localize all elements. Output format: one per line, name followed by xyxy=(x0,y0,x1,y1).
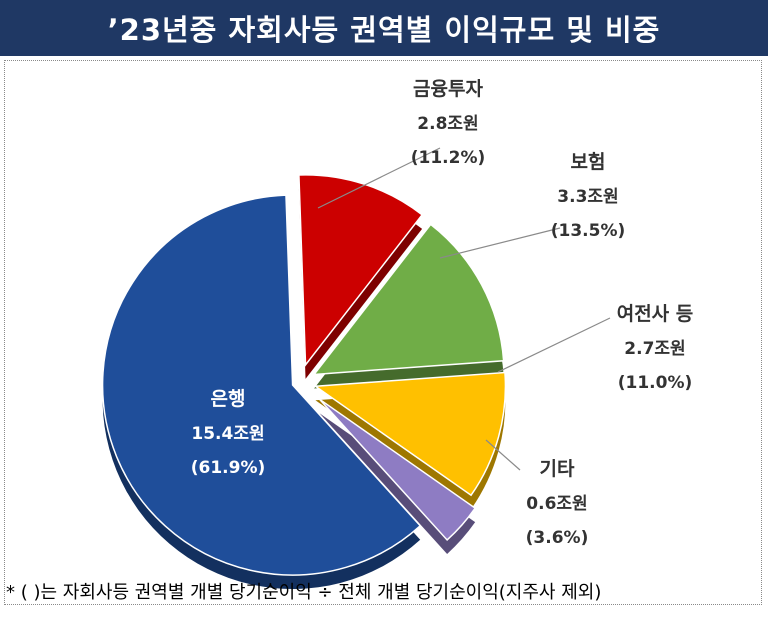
pie-slice-other xyxy=(318,398,477,542)
slice-name-insurance: 보험 xyxy=(571,151,606,173)
slice-percent-securities: (11.2%) xyxy=(411,148,486,168)
pie-slice-securities xyxy=(298,174,424,367)
slice-value-other: 0.6조원 xyxy=(526,494,587,514)
slice-value-securities: 2.8조원 xyxy=(417,114,478,134)
slice-value-card: 2.7조원 xyxy=(624,339,685,359)
slice-percent-card: (11.0%) xyxy=(618,373,693,393)
pie-slice-bank xyxy=(101,194,422,576)
chart-area xyxy=(4,60,762,605)
title-bar: ’23년중 자회사등 권역별 이익규모 및 비중 xyxy=(0,0,768,56)
leader-line-card xyxy=(497,317,611,373)
pie-slice-insurance xyxy=(312,223,505,376)
data-label-other: 기타 0.6조원 (3.6%) xyxy=(526,458,589,548)
chart-title: ’23년중 자회사등 권역별 이익규모 및 비중 xyxy=(107,13,661,47)
slice-value-insurance: 3.3조원 xyxy=(557,187,618,207)
slice-percent-bank: (61.9%) xyxy=(191,458,266,478)
pie-slice-card xyxy=(313,371,507,497)
data-label-securities: 금융투자 2.8조원 (11.2%) xyxy=(411,78,486,168)
leader-line-securities xyxy=(317,147,441,209)
slice-name-securities: 금융투자 xyxy=(413,78,483,100)
footnote: * ( )는 자회사등 권역별 개별 당기순이익 ÷ 전체 개별 당기순이익(지… xyxy=(6,582,602,603)
slice-name-other: 기타 xyxy=(540,458,575,480)
slice-value-bank: 15.4조원 xyxy=(191,424,264,444)
leader-line-insurance xyxy=(439,227,561,259)
slice-name-bank: 은행 xyxy=(211,388,246,410)
data-label-bank: 은행 15.4조원 (61.9%) xyxy=(191,388,266,478)
leader-line-other xyxy=(485,439,521,471)
slice-percent-insurance: (13.5%) xyxy=(551,221,626,241)
slice-name-card: 여전사 등 xyxy=(617,303,694,325)
slice-percent-other: (3.6%) xyxy=(526,528,589,548)
data-label-insurance: 보험 3.3조원 (13.5%) xyxy=(551,151,626,241)
data-label-card: 여전사 등 2.7조원 (11.0%) xyxy=(617,303,694,393)
